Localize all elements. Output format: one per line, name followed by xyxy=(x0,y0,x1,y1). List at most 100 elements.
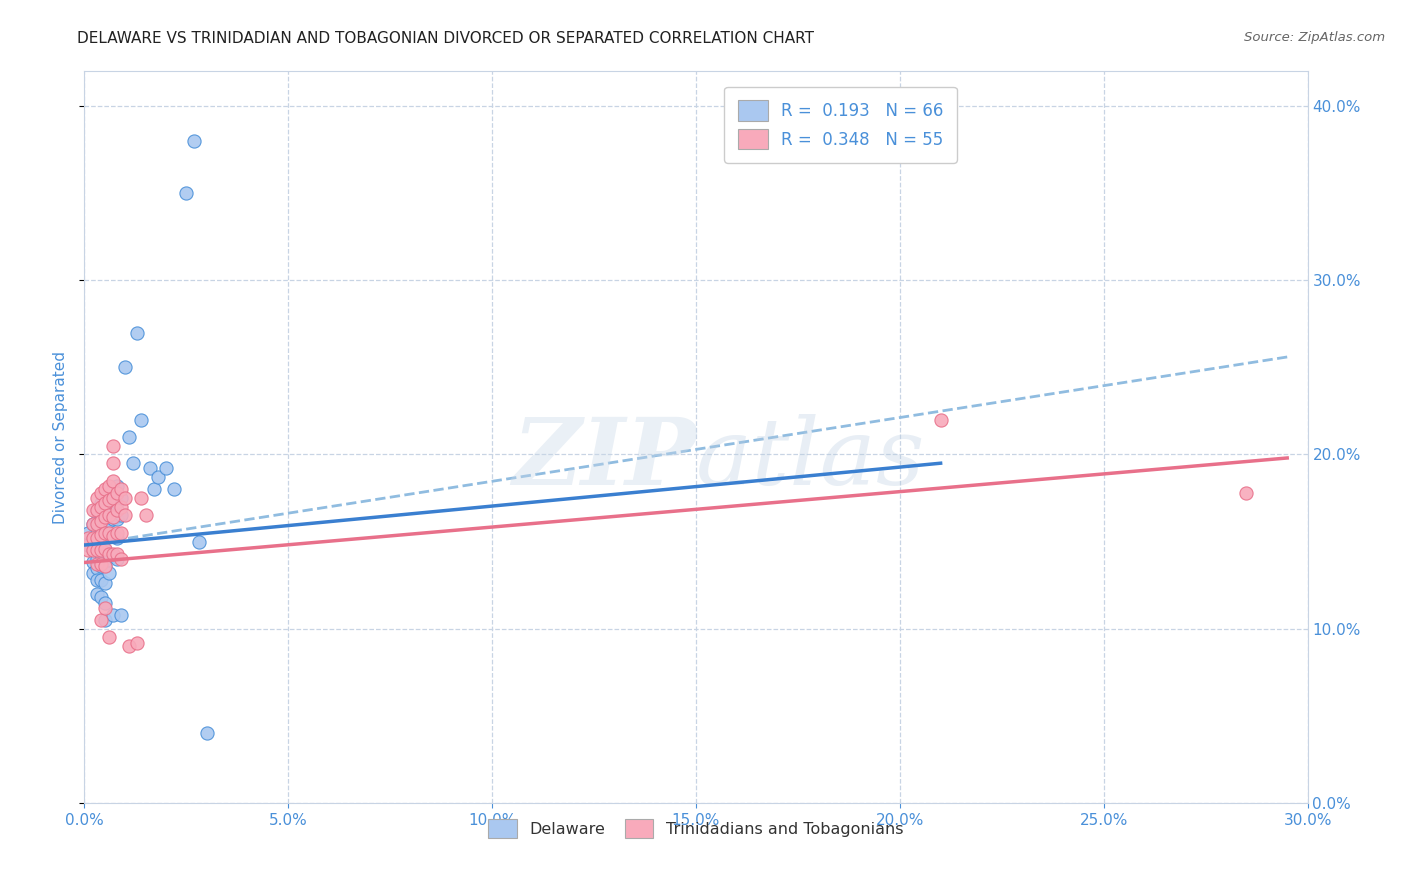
Point xyxy=(82,566,104,580)
Point xyxy=(86,538,108,552)
Point xyxy=(118,430,141,444)
Point xyxy=(93,525,115,540)
Text: ZIP: ZIP xyxy=(512,414,696,504)
Point xyxy=(105,479,128,493)
Point xyxy=(86,558,108,572)
Point xyxy=(97,500,120,514)
Point xyxy=(90,558,112,572)
Point xyxy=(138,461,160,475)
Point xyxy=(101,456,124,470)
Point xyxy=(101,529,124,543)
Text: atlas: atlas xyxy=(696,414,925,504)
Point xyxy=(86,552,108,566)
Point xyxy=(110,525,132,540)
Point xyxy=(135,508,157,523)
Point xyxy=(131,491,153,505)
Point xyxy=(187,534,209,549)
Point xyxy=(110,500,132,514)
Point xyxy=(97,485,120,500)
Point xyxy=(86,503,108,517)
Point xyxy=(1236,485,1258,500)
Point xyxy=(929,412,952,426)
Point xyxy=(82,543,104,558)
Point xyxy=(101,510,124,524)
Point xyxy=(131,412,153,426)
Point xyxy=(97,479,120,493)
Point xyxy=(105,525,128,540)
Point xyxy=(93,541,115,556)
Point xyxy=(114,491,136,505)
Legend: Delaware, Trinidadians and Tobagonians: Delaware, Trinidadians and Tobagonians xyxy=(482,813,910,845)
Point xyxy=(110,491,132,505)
Y-axis label: Divorced or Separated: Divorced or Separated xyxy=(53,351,69,524)
Point xyxy=(183,134,205,148)
Point xyxy=(110,552,132,566)
Point xyxy=(90,527,112,541)
Point xyxy=(82,503,104,517)
Point xyxy=(90,508,112,523)
Point xyxy=(110,508,132,523)
Point xyxy=(86,573,108,587)
Point xyxy=(77,531,100,545)
Point xyxy=(90,534,112,549)
Point xyxy=(101,439,124,453)
Point xyxy=(93,576,115,591)
Point xyxy=(90,613,112,627)
Point xyxy=(93,531,115,545)
Point xyxy=(105,494,128,508)
Point xyxy=(110,607,132,622)
Point xyxy=(86,531,108,545)
Point xyxy=(101,607,124,622)
Point xyxy=(105,531,128,545)
Point xyxy=(97,547,120,561)
Point xyxy=(86,587,108,601)
Point xyxy=(86,560,108,574)
Point xyxy=(105,512,128,526)
Point xyxy=(163,483,186,497)
Point xyxy=(97,525,120,540)
Point xyxy=(77,543,100,558)
Point xyxy=(93,558,115,573)
Point xyxy=(93,613,115,627)
Point xyxy=(93,510,115,524)
Point xyxy=(90,500,112,514)
Point xyxy=(114,360,136,375)
Point xyxy=(86,517,108,532)
Point xyxy=(90,558,112,573)
Point xyxy=(122,456,145,470)
Point xyxy=(90,485,112,500)
Point xyxy=(86,491,108,505)
Point xyxy=(82,543,104,558)
Point xyxy=(127,326,149,340)
Point xyxy=(90,543,112,558)
Point xyxy=(93,543,115,558)
Point xyxy=(93,483,115,497)
Point xyxy=(93,496,115,510)
Point xyxy=(97,527,120,541)
Point xyxy=(93,517,115,532)
Point xyxy=(101,496,124,510)
Point xyxy=(97,514,120,528)
Point xyxy=(105,485,128,500)
Point xyxy=(90,496,112,510)
Point xyxy=(101,474,124,488)
Point xyxy=(101,529,124,543)
Point xyxy=(82,531,104,545)
Point xyxy=(155,461,177,475)
Point xyxy=(101,491,124,505)
Text: DELAWARE VS TRINIDADIAN AND TOBAGONIAN DIVORCED OR SEPARATED CORRELATION CHART: DELAWARE VS TRINIDADIAN AND TOBAGONIAN D… xyxy=(77,31,814,46)
Point xyxy=(118,639,141,653)
Point xyxy=(86,503,108,517)
Point xyxy=(97,492,120,507)
Point xyxy=(86,543,108,558)
Point xyxy=(93,558,115,573)
Point xyxy=(174,186,197,201)
Point xyxy=(90,547,112,561)
Point xyxy=(97,547,120,561)
Point xyxy=(127,635,149,649)
Point xyxy=(105,503,128,517)
Point xyxy=(82,556,104,570)
Point xyxy=(93,600,115,615)
Point xyxy=(86,514,108,528)
Point xyxy=(195,726,218,740)
